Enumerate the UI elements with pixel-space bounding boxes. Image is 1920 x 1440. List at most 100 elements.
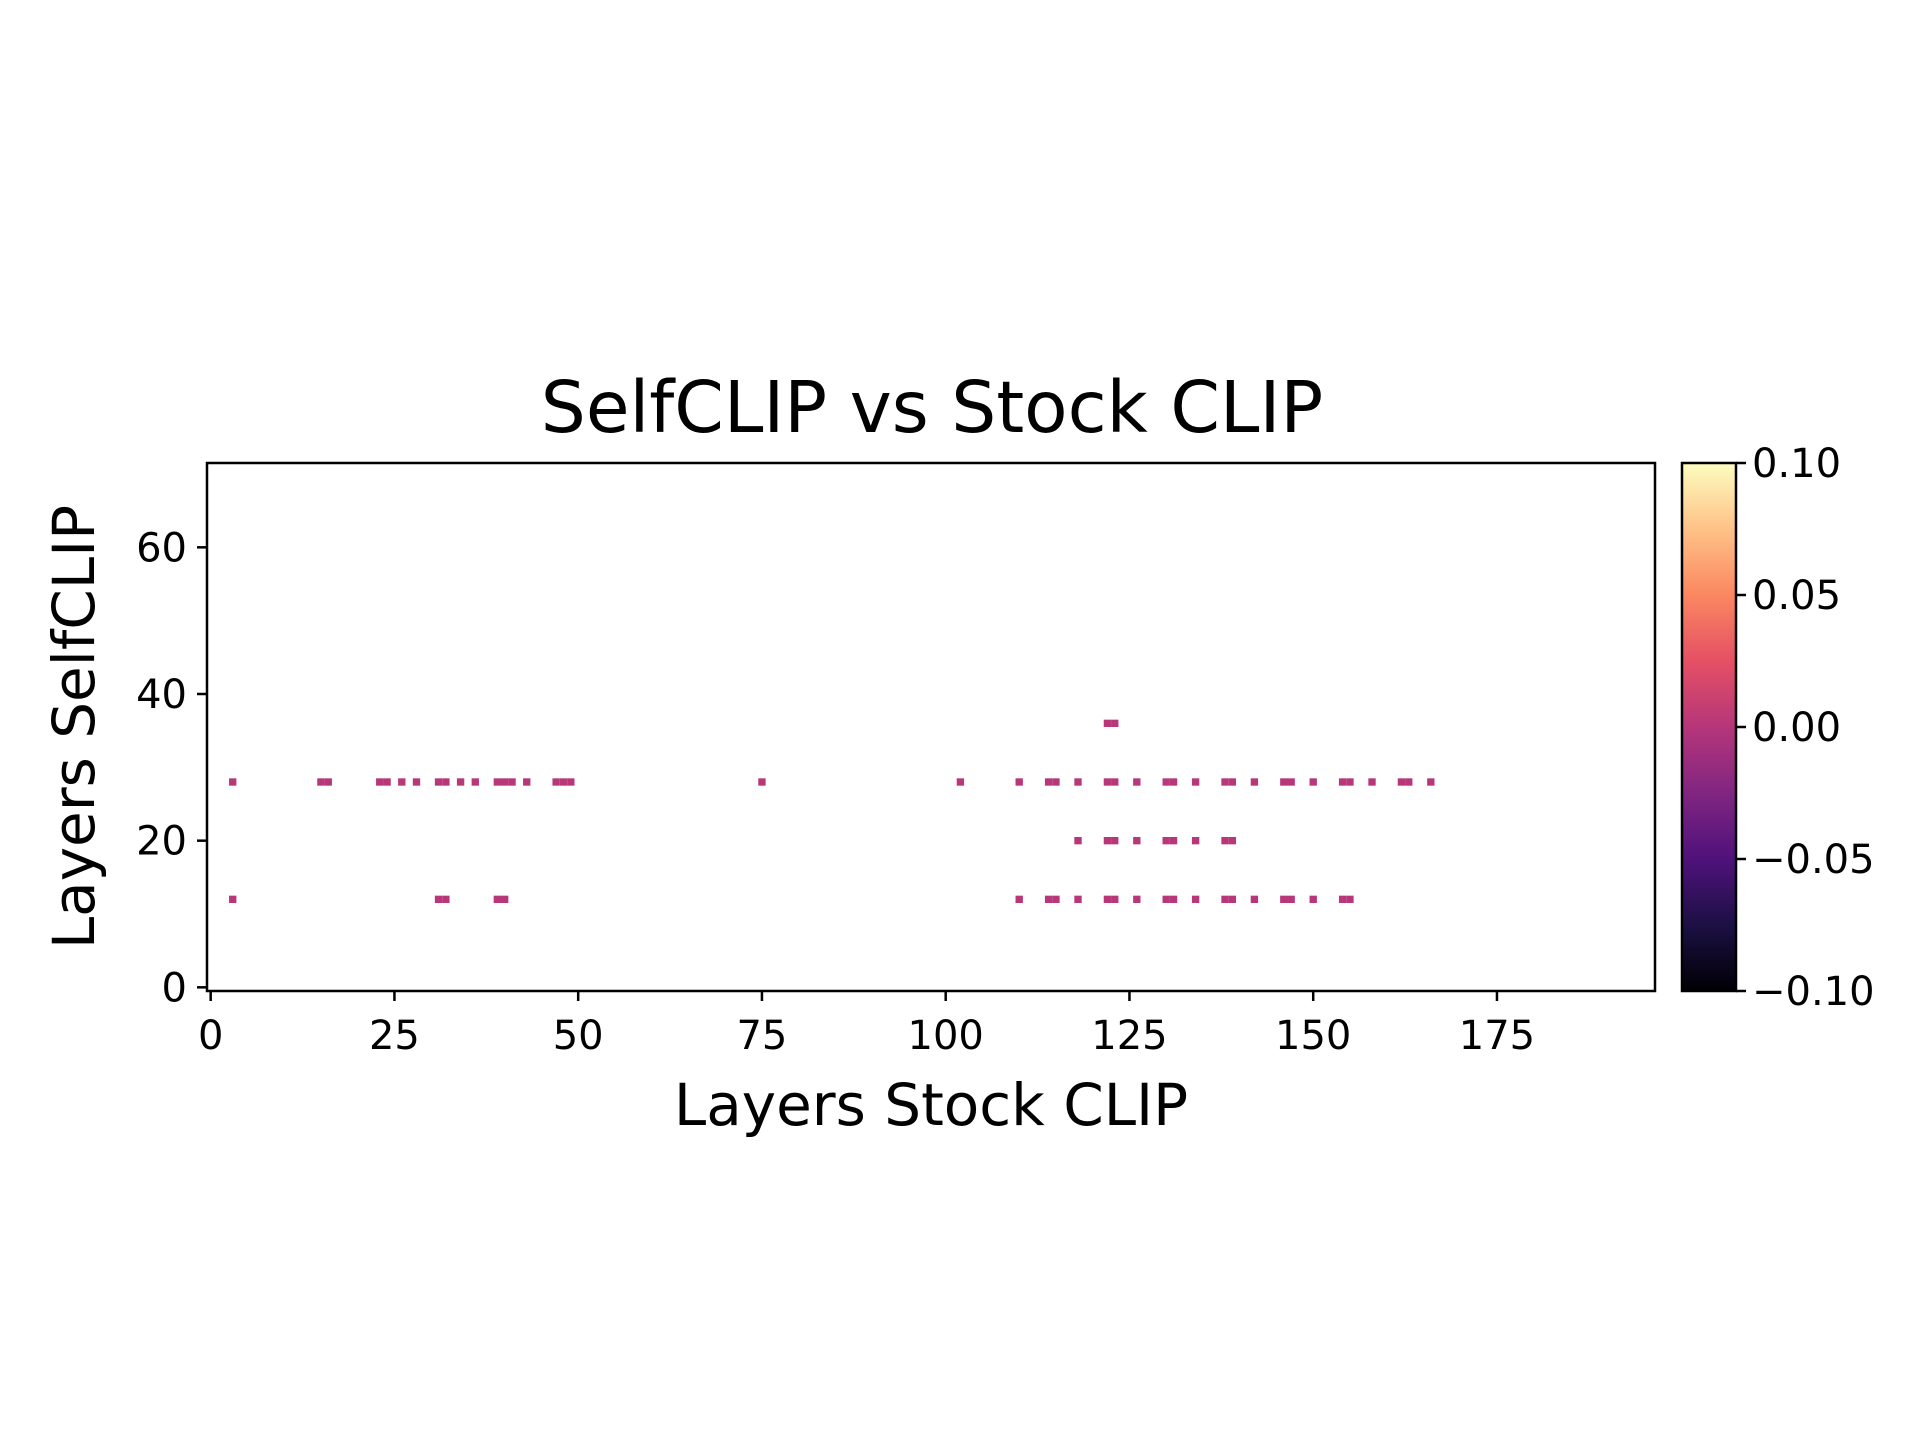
colorbar-tick-label-4: −0.10 <box>1752 969 1875 1015</box>
heatmap-cell-1-37 <box>1346 778 1354 786</box>
heatmap-cell-3-15 <box>1221 895 1229 903</box>
heatmap-cell-3-9 <box>1103 895 1112 903</box>
heatmap-cell-1-22 <box>1052 778 1060 786</box>
colorbar <box>1680 461 1738 993</box>
x-tick-label-0: 0 <box>198 1013 223 1059</box>
x-tick-label-25: 25 <box>369 1013 420 1059</box>
heatmap-cell-3-20 <box>1309 895 1317 903</box>
heatmap-cell-1-30 <box>1221 778 1229 786</box>
heatmap-cell-2-1 <box>1103 837 1112 845</box>
heatmap-cell-1-35 <box>1309 778 1317 786</box>
heatmap-cell-1-11 <box>493 778 502 786</box>
heatmap-cell-3-6 <box>1044 895 1053 903</box>
colorbar-tick-label-3: −0.05 <box>1752 837 1875 883</box>
heatmap-cell-3-7 <box>1052 895 1060 903</box>
y-tick-label-60: 60 <box>136 525 187 571</box>
heatmap-cell-1-40 <box>1405 778 1413 786</box>
colorbar-ticks: 0.10 0.05 0.00 −0.05 −0.10 <box>1736 441 1875 1015</box>
heatmap-cell-1-14 <box>523 778 531 786</box>
plot-area-frame <box>205 461 1657 993</box>
heatmap-cell-1-34 <box>1287 778 1295 786</box>
heatmap-cell-1-21 <box>1044 778 1053 786</box>
x-tick-label-175: 175 <box>1459 1013 1535 1059</box>
heatmap-cell-1-10 <box>471 778 479 786</box>
x-tick-label-125: 125 <box>1091 1013 1167 1059</box>
y-axis-ticks: 0 20 40 60 <box>136 525 207 1011</box>
x-tick-label-150: 150 <box>1275 1013 1351 1059</box>
heatmap-cell-2-6 <box>1191 837 1200 845</box>
heatmap-cell-2-4 <box>1162 837 1170 845</box>
heatmap-cell-3-13 <box>1169 895 1178 903</box>
heatmap-cell-3-0 <box>229 895 237 903</box>
heatmap-cell-2-0 <box>1074 837 1082 845</box>
heatmap-cell-1-27 <box>1162 778 1170 786</box>
heatmap-cell-1-41 <box>1427 778 1435 786</box>
heatmap-cell-3-18 <box>1280 895 1288 903</box>
x-axis-ticks: 0 25 50 75 100 125 150 175 <box>198 991 1535 1059</box>
y-tick-label-20: 20 <box>136 819 187 865</box>
heatmap-cell-1-25 <box>1111 778 1119 786</box>
heatmap-cell-3-21 <box>1338 895 1347 903</box>
heatmap-cell-3-12 <box>1162 895 1170 903</box>
heatmap-cell-1-15 <box>552 778 560 786</box>
heatmap-cell-2-5 <box>1169 837 1178 845</box>
heatmap-cell-1-19 <box>956 778 965 786</box>
heatmap-cell-1-39 <box>1397 778 1406 786</box>
heatmap-cell-1-6 <box>412 778 421 786</box>
x-tick-label-75: 75 <box>736 1013 787 1059</box>
heatmap-cell-3-4 <box>501 895 509 903</box>
heatmap-cell-1-8 <box>442 778 450 786</box>
colorbar-tick-label-2: 0.00 <box>1752 705 1841 751</box>
y-tick-label-0: 0 <box>162 965 187 1011</box>
heatmap-cell-1-23 <box>1074 778 1082 786</box>
x-tick-label-100: 100 <box>908 1013 984 1059</box>
heatmap-cell-3-22 <box>1346 895 1354 903</box>
heatmap-cells <box>229 719 1435 903</box>
heatmap-cell-1-26 <box>1133 778 1141 786</box>
heatmap-cell-1-36 <box>1338 778 1347 786</box>
heatmap-cell-2-3 <box>1133 837 1141 845</box>
heatmap-cell-2-2 <box>1111 837 1119 845</box>
heatmap-cell-3-2 <box>442 895 450 903</box>
heatmap-cell-1-2 <box>324 778 332 786</box>
heatmap-cell-1-16 <box>559 778 568 786</box>
heatmap-cell-1-31 <box>1228 778 1237 786</box>
x-tick-label-50: 50 <box>553 1013 604 1059</box>
heatmap-cell-1-29 <box>1191 778 1200 786</box>
heatmap-cell-1-33 <box>1280 778 1288 786</box>
heatmap-cell-1-9 <box>456 778 465 786</box>
y-axis-label: Layers SelfCLIP <box>40 505 108 949</box>
heatmap-cell-1-17 <box>567 778 575 786</box>
heatmap-cell-1-13 <box>508 778 516 786</box>
heatmap-cell-3-16 <box>1228 895 1237 903</box>
chart-title: SelfCLIP vs Stock CLIP <box>541 366 1323 449</box>
heatmap-cell-1-28 <box>1169 778 1178 786</box>
heatmap-cell-1-24 <box>1103 778 1112 786</box>
heatmap-cell-2-7 <box>1221 837 1229 845</box>
colorbar-tick-label-0: 0.10 <box>1752 441 1841 487</box>
heatmap-cell-3-10 <box>1111 895 1119 903</box>
heatmap-cell-3-8 <box>1074 895 1082 903</box>
heatmap-cell-0-0 <box>1103 719 1112 727</box>
heatmap-cell-3-1 <box>434 895 443 903</box>
plot-area-background <box>207 463 1655 991</box>
heatmap-cell-1-38 <box>1368 778 1376 786</box>
heatmap-cell-1-18 <box>758 778 766 786</box>
heatmap-cell-0-1 <box>1111 719 1119 727</box>
heatmap-cell-1-5 <box>398 778 406 786</box>
heatmap-cell-2-8 <box>1228 837 1237 845</box>
heatmap-cell-1-20 <box>1015 778 1023 786</box>
heatmap-cell-1-4 <box>383 778 391 786</box>
colorbar-tick-label-1: 0.05 <box>1752 573 1841 619</box>
heatmap-cell-1-0 <box>229 778 237 786</box>
heatmap-cell-1-1 <box>317 778 325 786</box>
heatmap-cell-3-17 <box>1250 895 1259 903</box>
heatmap-cell-3-3 <box>493 895 502 903</box>
heatmap-cell-3-14 <box>1191 895 1200 903</box>
y-tick-label-40: 40 <box>136 672 187 718</box>
x-axis-label: Layers Stock CLIP <box>674 1071 1188 1139</box>
heatmap-cell-3-19 <box>1287 895 1295 903</box>
heatmap-cell-3-11 <box>1133 895 1141 903</box>
heatmap-cell-1-7 <box>434 778 443 786</box>
heatmap-cell-1-32 <box>1250 778 1259 786</box>
